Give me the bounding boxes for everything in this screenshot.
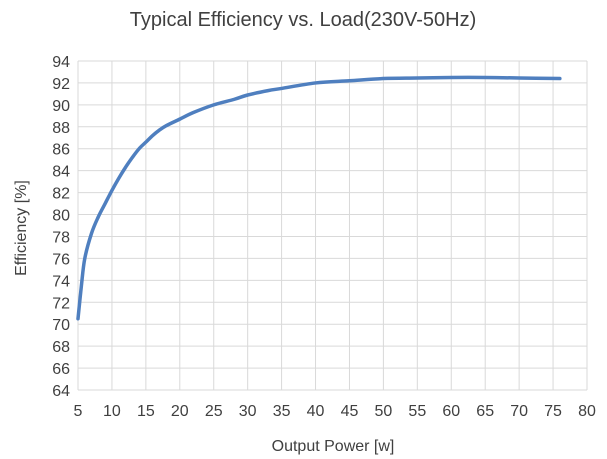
- x-tick-label: 75: [544, 403, 562, 420]
- y-tick-label: 76: [52, 251, 70, 268]
- x-tick-label: 25: [205, 403, 223, 420]
- y-tick-label: 72: [52, 295, 70, 312]
- x-axis-label: Output Power [w]: [272, 438, 395, 455]
- x-tick-label: 65: [476, 403, 494, 420]
- y-tick-labels: 64 66 68 70 72 74 76 78 80 82 84 86 88 90 92 94: [52, 54, 70, 400]
- efficiency-series-line: [76, 75, 562, 321]
- x-tick-label: 50: [375, 403, 393, 420]
- series-layer: [76, 75, 562, 321]
- y-tick-label: 78: [52, 229, 70, 246]
- x-tick-label: 5: [74, 403, 83, 420]
- x-tick-label: 35: [273, 403, 291, 420]
- x-tick-label: 55: [408, 403, 426, 420]
- x-tick-label: 80: [578, 403, 596, 420]
- x-tick-label: 45: [341, 403, 359, 420]
- y-tick-label: 90: [52, 98, 70, 115]
- y-tick-label: 70: [52, 317, 70, 334]
- y-tick-label: 82: [52, 186, 70, 203]
- y-tick-label: 84: [52, 164, 70, 181]
- y-tick-label: 74: [52, 273, 70, 290]
- x-tick-label: 10: [103, 403, 121, 420]
- grid: [77, 60, 588, 391]
- x-tick-label: 30: [239, 403, 257, 420]
- y-tick-label: 80: [52, 208, 70, 225]
- y-tick-label: 88: [52, 120, 70, 137]
- y-tick-label: 94: [52, 54, 70, 71]
- x-tick-label: 15: [137, 403, 155, 420]
- x-tick-labels: 5 10 15 20 25 30 35 40 45 50 55 60 65 70 75 80: [74, 403, 596, 420]
- y-axis-label: Efficiency [%]: [13, 180, 30, 276]
- y-tick-label: 92: [52, 76, 70, 93]
- x-tick-label: 70: [510, 403, 528, 420]
- chart-title: Typical Efficiency vs. Load(230V-50Hz): [130, 9, 476, 31]
- y-tick-label: 64: [52, 383, 70, 400]
- y-tick-label: 68: [52, 339, 70, 356]
- y-tick-label: 66: [52, 361, 70, 378]
- x-tick-label: 40: [307, 403, 325, 420]
- x-tick-label: 60: [442, 403, 460, 420]
- y-tick-label: 86: [52, 142, 70, 159]
- x-tick-label: 20: [171, 403, 189, 420]
